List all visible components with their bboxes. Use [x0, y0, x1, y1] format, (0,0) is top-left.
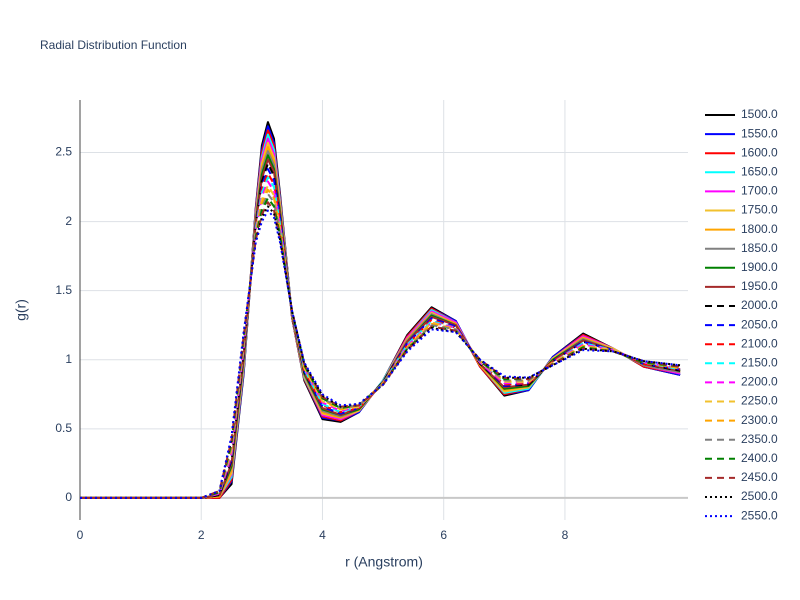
- series-line: [80, 121, 681, 499]
- legend-label: 2250.0: [741, 394, 778, 408]
- x-tick-label: 6: [440, 528, 447, 542]
- y-tick-label: 1: [65, 352, 72, 366]
- legend-label: 2400.0: [741, 451, 778, 465]
- series-line: [80, 154, 681, 499]
- series-line: [80, 137, 681, 499]
- legend-label: 1700.0: [741, 184, 778, 198]
- legend: 1500.0 1550.0 1600.0 1650.0 1700.0 1750.0 1800…: [705, 107, 778, 522]
- series-line: [80, 209, 681, 499]
- x-tick-label: 2: [198, 528, 205, 542]
- series-line: [80, 129, 681, 499]
- series-line: [80, 168, 681, 499]
- series-line: [80, 145, 681, 499]
- x-tick-label: 4: [319, 528, 326, 542]
- y-tick-label: 0: [65, 490, 72, 504]
- legend-label: 2150.0: [741, 355, 778, 369]
- legend-label: 1800.0: [741, 222, 778, 236]
- legend-label: 2050.0: [741, 317, 778, 331]
- legend-label: 2100.0: [741, 336, 778, 350]
- legend-label: 1550.0: [741, 126, 778, 140]
- series-line: [80, 133, 681, 499]
- legend-label: 1950.0: [741, 279, 778, 293]
- y-tick-label: 2.5: [55, 145, 72, 159]
- legend-label: 1600.0: [741, 145, 778, 159]
- x-axis-label: r (Angstrom): [345, 554, 423, 570]
- y-tick-label: 1.5: [55, 283, 72, 297]
- legend-label: 2200.0: [741, 375, 778, 389]
- y-axis-label: g(r): [13, 299, 29, 321]
- legend-label: 2500.0: [741, 489, 778, 503]
- legend-label: 1850.0: [741, 241, 778, 255]
- legend-label: 2000.0: [741, 298, 778, 312]
- series-line: [80, 162, 681, 499]
- series-line: [80, 158, 681, 499]
- series-line: [80, 125, 681, 499]
- series-line: [80, 197, 681, 499]
- legend-label: 1900.0: [741, 260, 778, 274]
- x-tick-label: 8: [562, 528, 569, 542]
- x-tick-label: 0: [77, 528, 84, 542]
- grid: 0 2 4 6 8 0 0.5 1 1.5 2 2.5: [55, 100, 688, 542]
- legend-label: 2550.0: [741, 508, 778, 522]
- chart-title: Radial Distribution Function: [40, 38, 187, 52]
- legend-label: 2350.0: [741, 432, 778, 446]
- series-line: [80, 205, 681, 499]
- legend-label: 1750.0: [741, 203, 778, 217]
- legend-label: 1500.0: [741, 107, 778, 121]
- plot-area: [80, 121, 681, 499]
- legend-label: 2300.0: [741, 413, 778, 427]
- y-tick-label: 0.5: [55, 421, 72, 435]
- series-line: [80, 150, 681, 499]
- series-line: [80, 141, 681, 499]
- legend-label: 1650.0: [741, 164, 778, 178]
- legend-label: 2450.0: [741, 470, 778, 484]
- y-tick-label: 2: [65, 214, 72, 228]
